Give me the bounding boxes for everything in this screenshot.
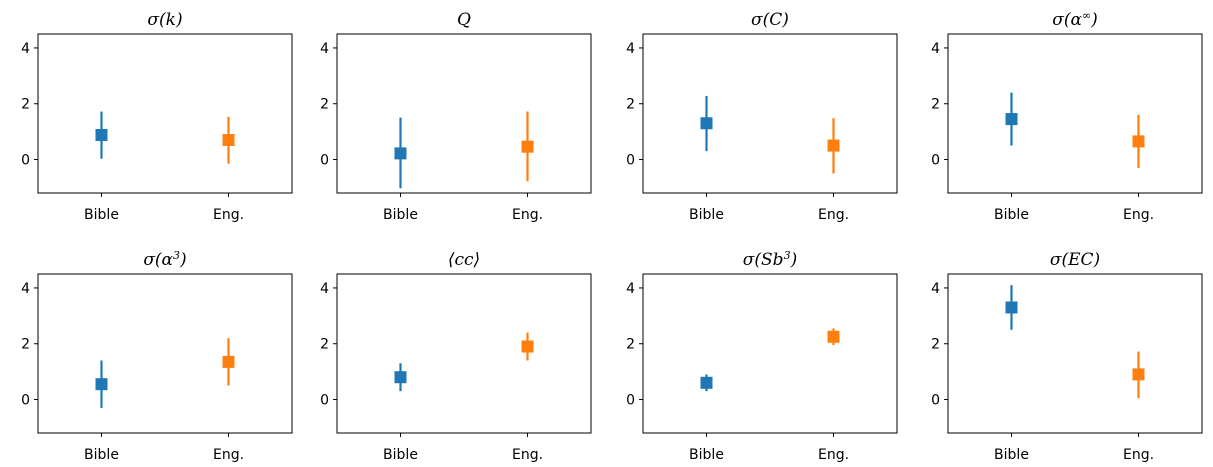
marker-bible [700,376,713,389]
x-tick-label-eng: Eng. [512,447,543,463]
marker-eng [1132,135,1145,148]
marker-bible [1005,113,1018,126]
plot-frame [37,273,293,434]
x-tick-label-bible: Bible [84,447,119,463]
y-tick-label: 2 [21,337,30,353]
y-tick-label: 4 [626,281,635,297]
panel-title: Q [457,10,471,30]
x-tick-label-eng: Eng. [213,447,244,463]
panel-q: Q 0 2 4 Bible Eng. [320,10,592,223]
y-tick-label: 4 [320,281,329,297]
plot-frame [947,273,1203,434]
y-tick-label: 0 [626,153,635,169]
y-tick-label: 2 [931,97,940,113]
plot-frame [37,33,293,194]
marker-eng [222,134,235,146]
plot-frame [947,33,1203,194]
panel-ec: σ(EC) 0 2 4 Bible Eng. [931,250,1203,463]
plot-frame [336,33,592,194]
marker-eng [521,140,534,153]
y-tick-label: 4 [21,41,30,57]
marker-eng [521,340,534,353]
y-tick-label: 2 [320,337,329,353]
marker-bible [394,371,407,384]
panel-p3: σ(α∞) 0 2 4 Bible Eng. [931,9,1203,223]
panel-k: σ(k) 0 2 4 Bible Eng. [21,10,293,223]
panel-title: σ(α∞) [1052,9,1098,31]
y-tick-label: 0 [320,393,329,409]
y-tick-label: 0 [21,393,30,409]
marker-bible [95,378,108,391]
panel-title: σ(Sb3) [743,249,797,271]
x-tick-label-bible: Bible [994,207,1029,223]
panel-c: σ(C) 0 2 4 Bible Eng. [626,10,898,223]
x-tick-label-eng: Eng. [818,207,849,223]
y-tick-label: 4 [320,41,329,57]
y-tick-label: 2 [931,337,940,353]
plot-frame [642,33,898,194]
panel-sb3: σ(Sb3) 0 2 4 Bible Eng. [626,249,898,463]
panel-title: σ(k) [147,10,182,30]
y-tick-label: 2 [21,97,30,113]
x-tick-label-eng: Eng. [1123,447,1154,463]
y-tick-label: 4 [626,41,635,57]
y-tick-label: 2 [626,337,635,353]
y-tick-label: 2 [626,97,635,113]
x-tick-label-bible: Bible [383,207,418,223]
panel-cc: ⟨cc⟩ 0 2 4 Bible Eng. [320,250,592,463]
y-tick-label: 0 [931,393,940,409]
marker-bible [1005,301,1018,314]
x-tick-label-eng: Eng. [512,207,543,223]
y-tick-label: 2 [320,97,329,113]
marker-bible [394,147,407,160]
x-tick-label-bible: Bible [84,207,119,223]
y-tick-label: 4 [931,281,940,297]
marker-eng [222,355,235,368]
x-tick-label-bible: Bible [994,447,1029,463]
marker-bible [95,128,108,141]
marker-bible [700,117,713,130]
x-tick-label-eng: Eng. [1123,207,1154,223]
marker-eng [1132,368,1145,381]
panel-title: σ(C) [751,10,789,30]
marker-eng [827,139,840,152]
y-tick-label: 0 [626,393,635,409]
plot-frame [336,273,592,434]
y-tick-label: 4 [21,281,30,297]
x-tick-label-eng: Eng. [818,447,849,463]
y-tick-label: 0 [320,153,329,169]
y-tick-label: 4 [931,41,940,57]
x-tick-label-eng: Eng. [213,207,244,223]
plot-frame [642,273,898,434]
marker-eng [827,330,840,343]
x-tick-label-bible: Bible [383,447,418,463]
x-tick-label-bible: Bible [689,447,724,463]
panel-3: σ(α3) 0 2 4 Bible Eng. [21,249,293,463]
panel-title: σ(EC) [1050,250,1100,270]
panel-title: σ(α3) [143,249,186,271]
panel-title: ⟨cc⟩ [448,250,480,270]
x-tick-label-bible: Bible [689,207,724,223]
y-tick-label: 0 [931,153,940,169]
y-tick-label: 0 [21,153,30,169]
